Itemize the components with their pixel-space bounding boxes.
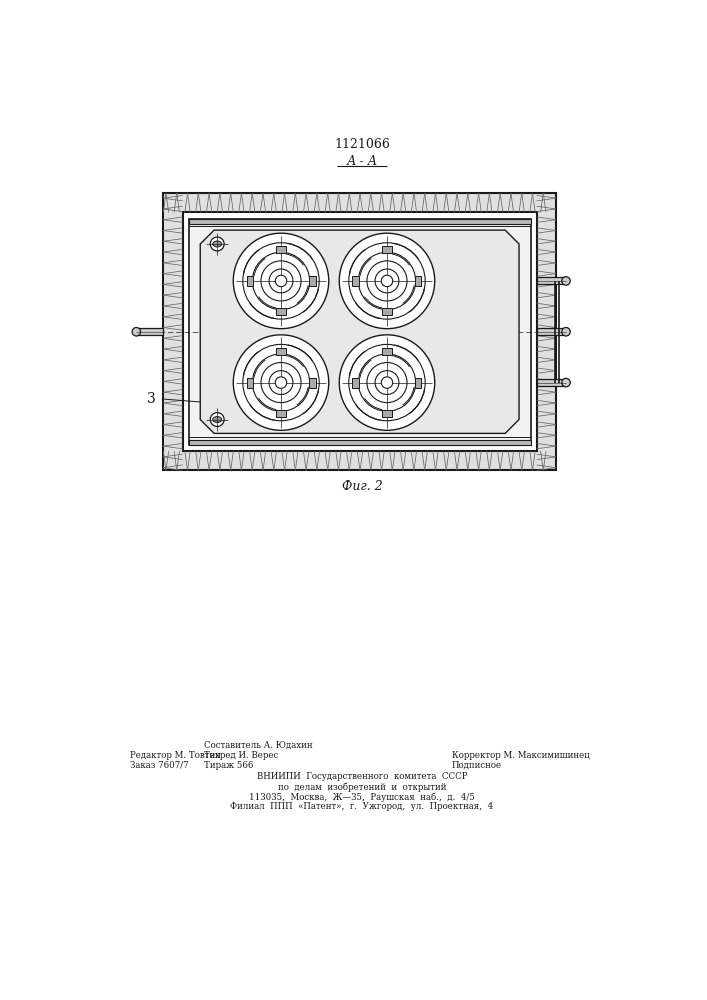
Bar: [382, 410, 392, 417]
Circle shape: [233, 335, 329, 430]
Circle shape: [562, 378, 571, 387]
Text: А - А: А - А: [346, 155, 378, 168]
Bar: [276, 308, 286, 315]
Bar: [308, 378, 315, 388]
Circle shape: [132, 328, 141, 336]
Bar: [189, 440, 530, 445]
Bar: [163, 193, 556, 470]
Circle shape: [233, 233, 329, 329]
Text: 1121066: 1121066: [334, 138, 390, 151]
Bar: [382, 246, 392, 253]
Bar: [276, 410, 286, 417]
Circle shape: [275, 377, 287, 388]
Text: Тираж 566: Тираж 566: [204, 761, 254, 770]
Text: Филиал  ППП  «Патент»,  г.  Ужгород,  ул.  Проектная,  4: Филиал ППП «Патент», г. Ужгород, ул. Про…: [230, 802, 493, 811]
Polygon shape: [200, 230, 519, 433]
Bar: [276, 246, 286, 253]
Circle shape: [339, 233, 435, 329]
Circle shape: [210, 237, 224, 251]
Bar: [382, 308, 392, 315]
Circle shape: [275, 275, 287, 287]
Bar: [537, 328, 566, 335]
Bar: [182, 212, 537, 451]
Circle shape: [562, 277, 571, 285]
Bar: [353, 378, 359, 388]
Bar: [308, 276, 315, 286]
Bar: [353, 276, 359, 286]
Bar: [537, 379, 566, 386]
Text: по  делам  изобретений  и  открытий: по делам изобретений и открытий: [278, 782, 446, 792]
Text: 113035,  Москва,  Ж—35,  Раушская  наб.,  д.  4/5: 113035, Москва, Ж—35, Раушская наб., д. …: [249, 792, 475, 802]
Circle shape: [339, 335, 435, 430]
Ellipse shape: [213, 417, 222, 422]
Circle shape: [381, 377, 392, 388]
Bar: [276, 348, 286, 355]
Text: Заказ 7607/7: Заказ 7607/7: [130, 761, 189, 770]
Bar: [414, 276, 421, 286]
Text: 3: 3: [147, 392, 156, 406]
Text: ВНИИПИ  Государственного  комитета  СССР: ВНИИПИ Государственного комитета СССР: [257, 772, 467, 781]
Bar: [382, 348, 392, 355]
Circle shape: [381, 275, 392, 287]
Circle shape: [562, 328, 571, 336]
Ellipse shape: [213, 241, 222, 247]
Text: Корректор М. Максимишинец: Корректор М. Максимишинец: [452, 751, 590, 760]
Text: Фиг. 2: Фиг. 2: [341, 480, 382, 493]
Text: Техред И. Верес: Техред И. Верес: [204, 751, 279, 760]
Text: Подписное: Подписное: [452, 761, 502, 770]
Circle shape: [210, 413, 224, 426]
Bar: [537, 277, 566, 284]
Bar: [136, 328, 163, 335]
Bar: [189, 219, 530, 445]
Text: Редактор М. Товтин: Редактор М. Товтин: [130, 751, 221, 760]
Bar: [414, 378, 421, 388]
Bar: [247, 378, 253, 388]
Bar: [247, 276, 253, 286]
Bar: [189, 219, 530, 224]
Text: Составитель А. Юдахин: Составитель А. Юдахин: [204, 741, 312, 750]
